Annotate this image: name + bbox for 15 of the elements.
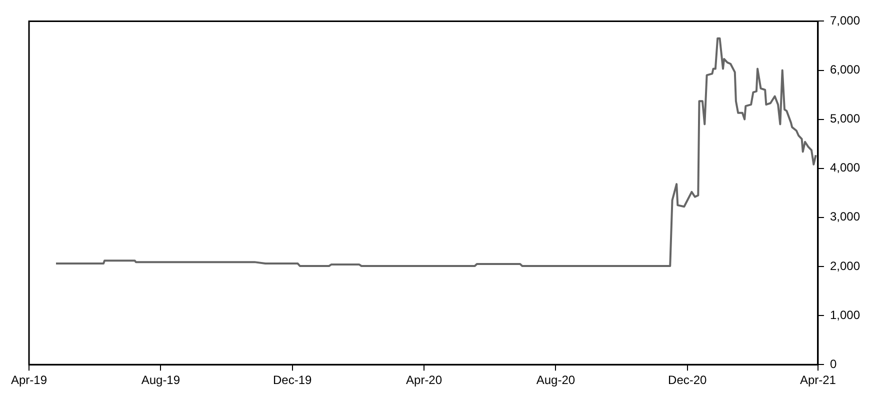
y-tick-label: 0: [830, 356, 837, 371]
x-tick-label: Apr-19: [10, 373, 48, 388]
x-tick-label: Dec-19: [273, 373, 312, 388]
y-tick-label: 1,000: [830, 308, 860, 322]
x-tick-label: Aug-20: [536, 373, 576, 388]
x-tick-label: Aug-19: [141, 373, 180, 388]
x-tick-label: Dec-20: [668, 373, 708, 388]
y-tick-label: 2,000: [830, 258, 860, 273]
x-tick-label: Apr-20: [406, 373, 442, 388]
y-tick-label: 4,000: [830, 160, 860, 175]
y-tick-label: 6,000: [830, 62, 860, 77]
y-tick-label: 5,000: [830, 112, 860, 126]
y-tick-label: 7,000: [830, 14, 860, 28]
x-tick-label: Apr-21: [800, 373, 836, 388]
y-tick-label: 3,000: [830, 210, 860, 224]
